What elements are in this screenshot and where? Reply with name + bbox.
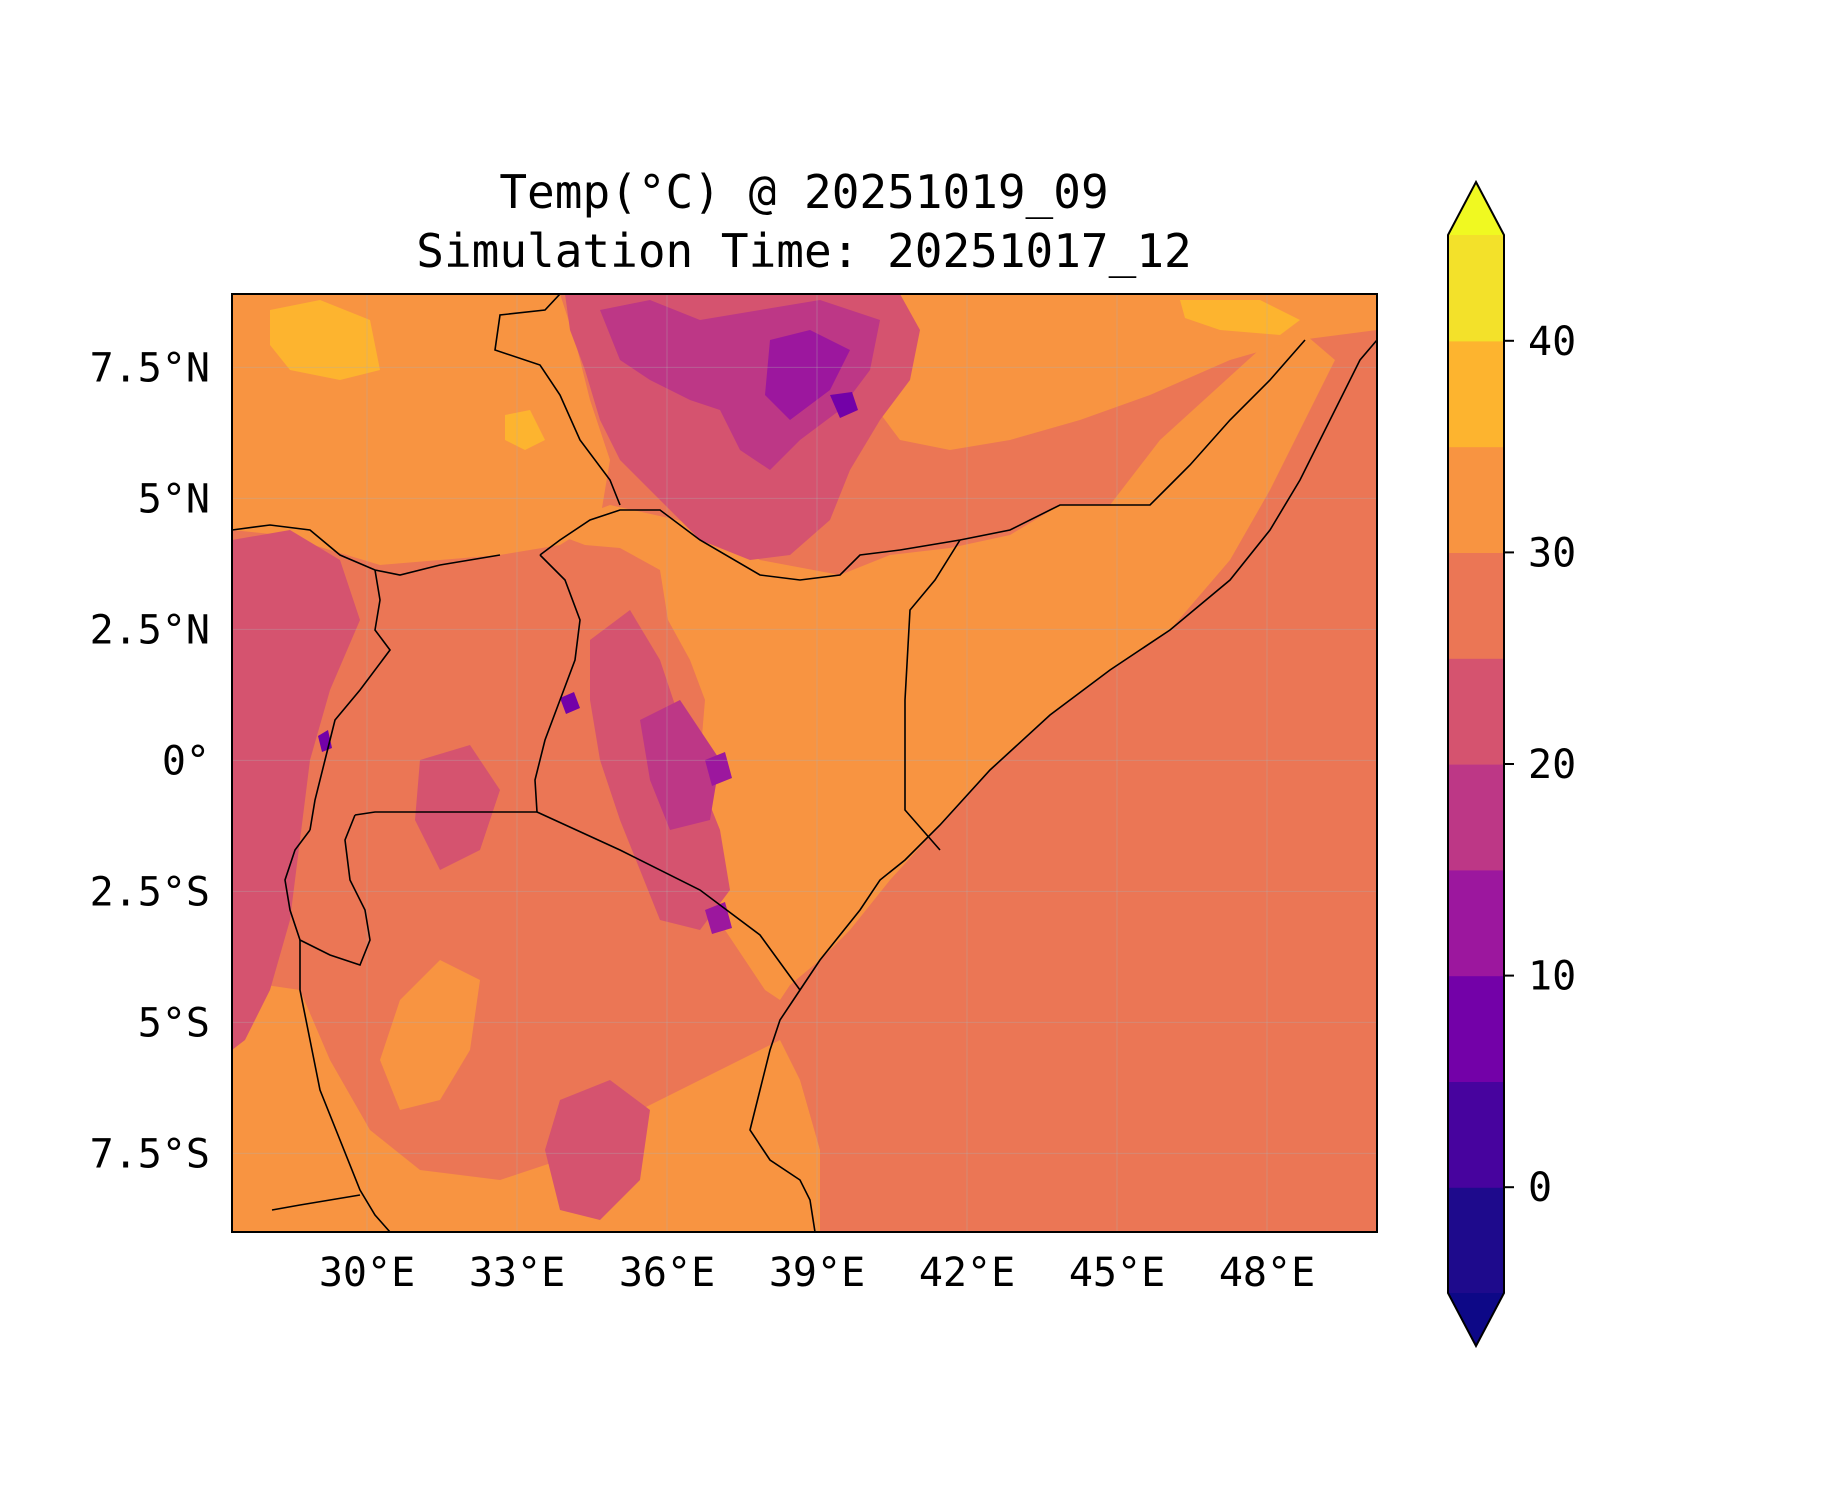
border-tanzania-drc (299, 940, 391, 1232)
colorbar-tick-label: 40 (1528, 319, 1576, 365)
border-southsudan-ethiopia (494, 294, 621, 506)
field-band-15-20-kenya (640, 700, 720, 830)
colorbar-band (1448, 975, 1504, 1082)
colorbar-tick-label: 10 (1528, 954, 1576, 1000)
field-band-5-10-elgon (560, 692, 580, 714)
field-band-30-35-southwest (232, 980, 820, 1232)
colorbar: 0 10 20 30 40 (1447, 179, 1576, 1349)
field-band-35-40-a (270, 300, 380, 380)
colorbar-band (1448, 340, 1504, 448)
field-band-10-15-kilimanjaro (705, 902, 732, 934)
colorbar-extend-min (1448, 1293, 1504, 1346)
colorbar-band (1448, 658, 1504, 765)
lat-tick-label: 7.5°S (90, 1131, 210, 1177)
colorbar-extend-max (1448, 182, 1504, 235)
field-band-30-35-east (545, 330, 1335, 1000)
field-band-35-40-c (1180, 300, 1300, 335)
border-kenya-uganda (534, 554, 581, 813)
colorbar-tick-label: 0 (1528, 1165, 1552, 1211)
lon-tick-label: 42°E (919, 1250, 1015, 1296)
lon-tick-label: 48°E (1219, 1250, 1315, 1296)
border-kenya-tanzania (536, 811, 801, 991)
colorbar-outline (1447, 179, 1505, 1349)
colorbar-band (1448, 235, 1504, 342)
field-band-10-15-kenya (705, 752, 732, 786)
colorbar-tick-label: 20 (1528, 742, 1576, 788)
field-band-20-25-south (545, 1080, 650, 1220)
colorbar-band (1448, 552, 1504, 659)
lat-tick-label: 2.5°N (90, 607, 210, 653)
field-band-5-10-ethiopia (830, 392, 858, 418)
field-band-20-25-albertine (232, 530, 360, 1050)
latitude-tick-labels: 7.5°N 5°N 2.5°N 0° 2.5°S 5°S 7.5°S (90, 345, 210, 1177)
coastline (749, 339, 1377, 1232)
field-band-30-35-tanzania (380, 960, 480, 1110)
country-borders (232, 294, 1377, 1232)
lon-tick-label: 39°E (769, 1250, 865, 1296)
border-uganda-drc (232, 524, 501, 831)
colorbar-band (1448, 1187, 1504, 1294)
lat-tick-label: 5°N (138, 476, 210, 522)
lon-tick-label: 45°E (1069, 1250, 1165, 1296)
border-somalia-kenya (904, 539, 961, 851)
border-somalia-ethiopia (899, 339, 1306, 551)
lon-tick-label: 36°E (619, 1250, 715, 1296)
gridlines (232, 294, 1377, 1232)
border-rwanda-burundi (284, 814, 371, 966)
map-frame (231, 293, 1378, 1233)
lat-tick-label: 2.5°S (90, 869, 210, 915)
colorbar-tick-label: 30 (1528, 530, 1576, 576)
colorbar-band (1448, 869, 1504, 977)
map-panel (232, 294, 1377, 1232)
field-band-10-15-ethiopia (765, 330, 850, 420)
lat-tick-label: 0° (162, 738, 210, 784)
border-tanzania-uganda (354, 811, 537, 816)
map-title-line1: Temp(°C) @ 20251019_09 (499, 165, 1108, 219)
field-band-30-35-north (860, 294, 1377, 450)
lon-tick-label: 33°E (469, 1250, 565, 1296)
field-band-20-25-burundi (415, 745, 500, 870)
lat-tick-label: 5°S (138, 1000, 210, 1046)
field-band-35-40-b (505, 410, 545, 450)
lon-tick-label: 30°E (319, 1250, 415, 1296)
map-title-line2: Simulation Time: 20251017_12 (416, 224, 1191, 278)
colorbar-band (1448, 1081, 1504, 1188)
border-kenya-ethiopia (539, 509, 901, 581)
colorbar-band (1448, 446, 1504, 553)
longitude-tick-labels: 30°E 33°E 36°E 39°E 42°E 45°E 48°E (319, 1250, 1315, 1296)
border-zambia (271, 1194, 361, 1211)
colorbar-band (1448, 764, 1504, 871)
lat-tick-label: 7.5°N (90, 345, 210, 391)
